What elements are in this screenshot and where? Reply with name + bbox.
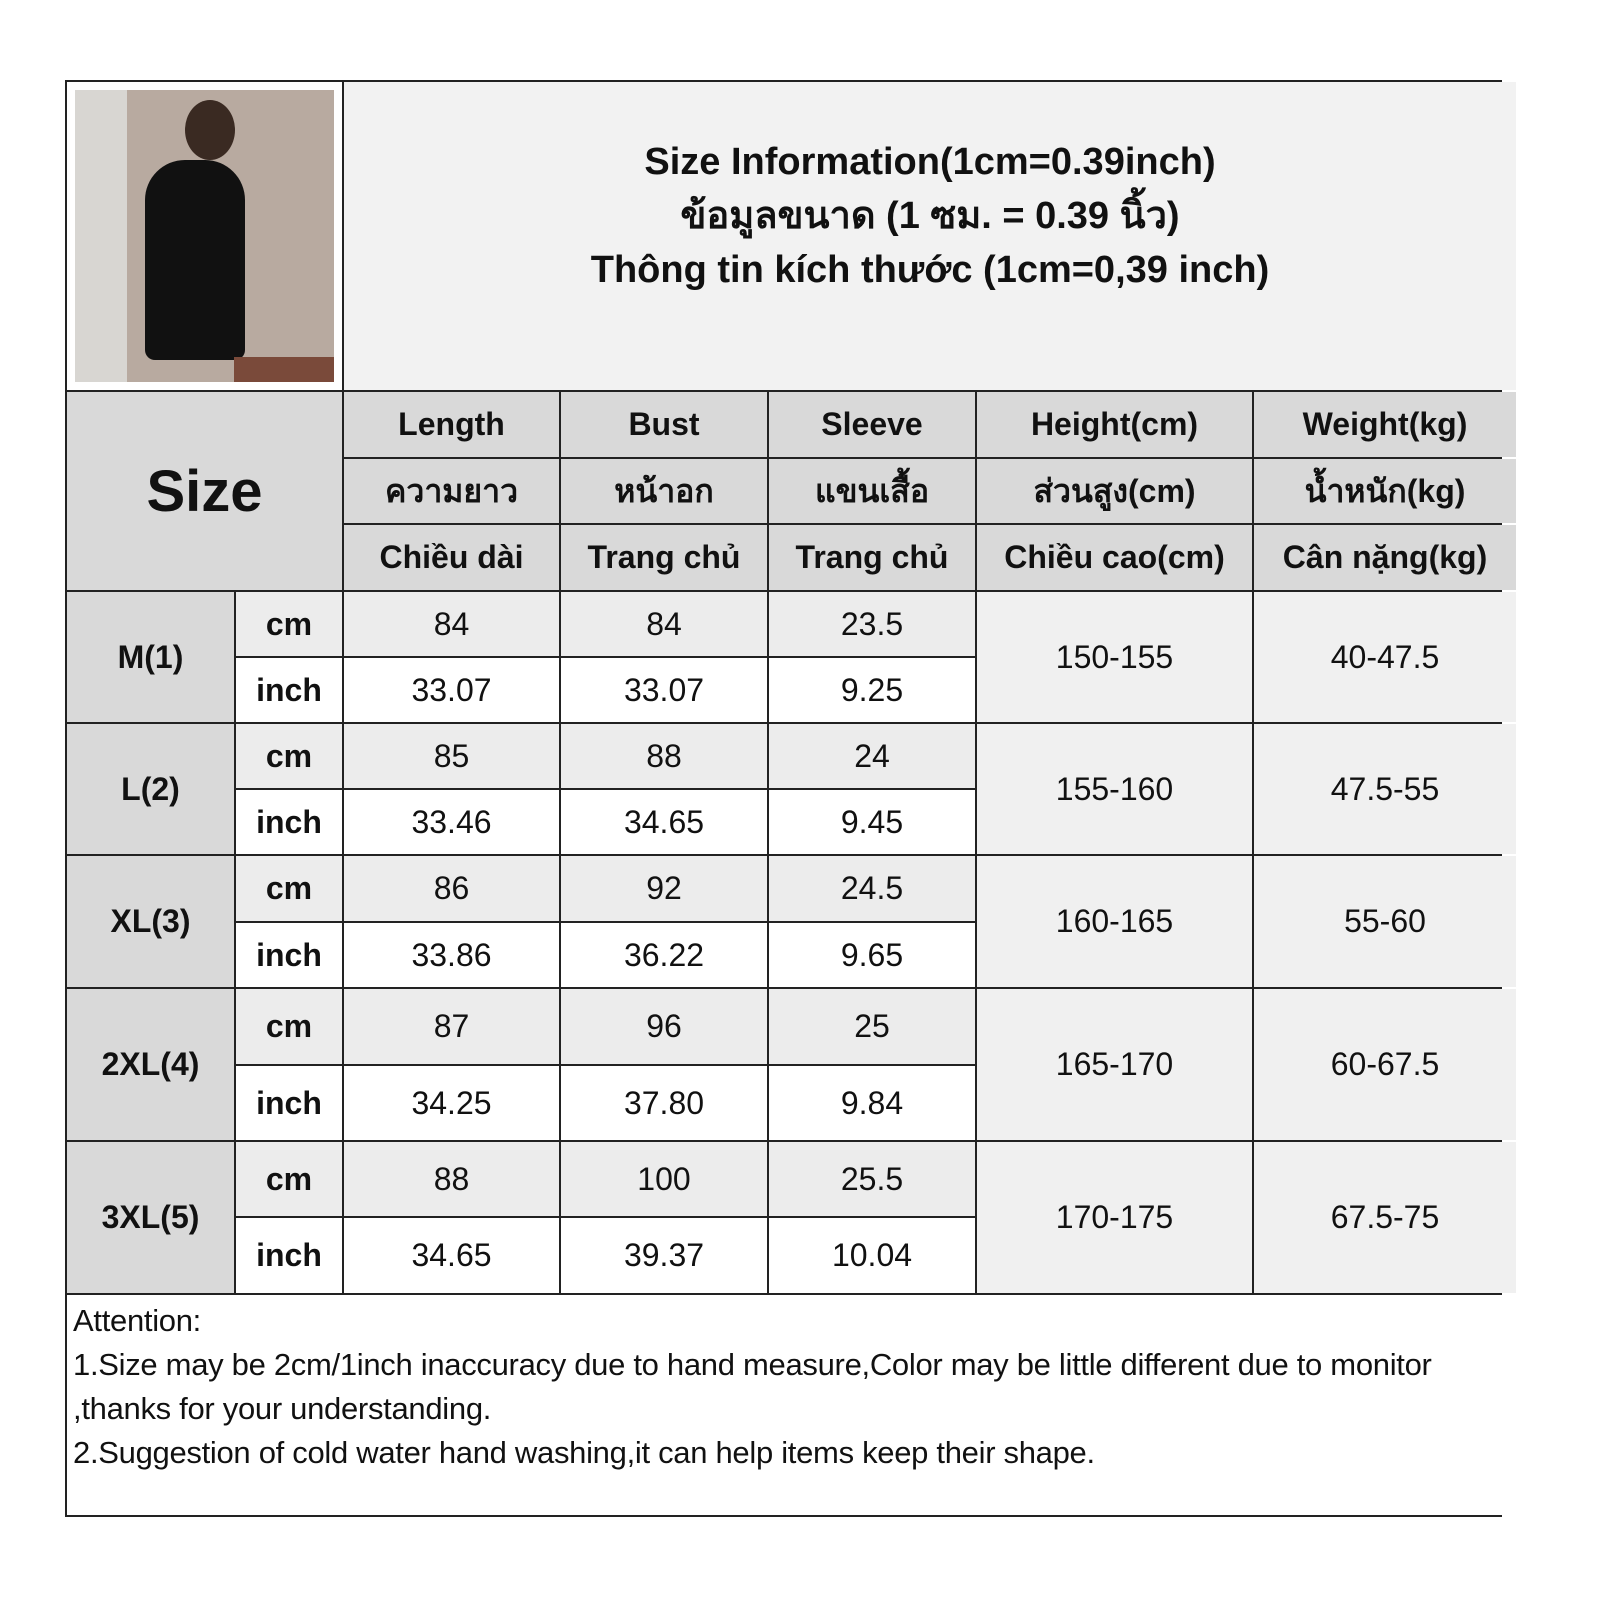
unit-inch: inch (236, 923, 342, 987)
column-header-vi: Chiều cao(cm) (977, 525, 1252, 590)
weight-range: 60-67.5 (1254, 989, 1516, 1140)
cell-cm-value: 25.5 (769, 1142, 975, 1216)
size-info-title: Size Information(1cm=0.39inch) ข้อมูลขนา… (344, 82, 1516, 390)
attention-note-1: 1.Size may be 2cm/1inch inaccuracy due t… (73, 1347, 1432, 1426)
column-header-th: น้ำหนัก(kg) (1254, 459, 1516, 523)
size-label: XL(3) (67, 856, 234, 987)
size-label: 3XL(5) (67, 1142, 234, 1293)
column-header-en: Height(cm) (977, 392, 1252, 457)
size-label: L(2) (67, 724, 234, 854)
size-label: M(1) (67, 592, 234, 722)
column-header-th: หน้าอก (561, 459, 767, 523)
unit-inch: inch (236, 658, 342, 722)
column-header-th: ความยาว (344, 459, 559, 523)
unit-cm: cm (236, 989, 342, 1064)
cell-cm-value: 92 (561, 856, 767, 921)
height-range: 165-170 (977, 989, 1252, 1140)
cell-inch-value: 34.25 (344, 1066, 559, 1140)
column-header-th: ส่วนสูง(cm) (977, 459, 1252, 523)
title-vietnamese: Thông tin kích thước (1cm=0,39 inch) (590, 249, 1270, 291)
column-header-en: Bust (561, 392, 767, 457)
column-header-en: Weight(kg) (1254, 392, 1516, 457)
cell-cm-value: 24 (769, 724, 975, 788)
unit-cm: cm (236, 724, 342, 788)
column-header-en: Length (344, 392, 559, 457)
cell-cm-value: 84 (344, 592, 559, 656)
title-thai: ข้อมูลขนาด (1 ซม. = 0.39 นิ้ว) (680, 195, 1180, 237)
column-header-vi: Chiều dài (344, 525, 559, 590)
cell-cm-value: 100 (561, 1142, 767, 1216)
unit-cm: cm (236, 592, 342, 656)
attention-note-2: 2.Suggestion of cold water hand washing,… (73, 1435, 1095, 1470)
cell-inch-value: 9.45 (769, 790, 975, 854)
unit-inch: inch (236, 1218, 342, 1293)
unit-cm: cm (236, 1142, 342, 1216)
column-header-en: Sleeve (769, 392, 975, 457)
size-label: 2XL(4) (67, 989, 234, 1140)
height-range: 150-155 (977, 592, 1252, 722)
height-range: 160-165 (977, 856, 1252, 987)
cell-cm-value: 84 (561, 592, 767, 656)
cell-inch-value: 33.07 (561, 658, 767, 722)
cell-inch-value: 37.80 (561, 1066, 767, 1140)
cell-cm-value: 24.5 (769, 856, 975, 921)
column-header-vi: Trang chủ (561, 525, 767, 590)
size-chart-table: Size Information(1cm=0.39inch) ข้อมูลขนา… (65, 80, 1516, 1517)
unit-inch: inch (236, 1066, 342, 1140)
cell-cm-value: 86 (344, 856, 559, 921)
cell-inch-value: 33.86 (344, 923, 559, 987)
height-range: 170-175 (977, 1142, 1252, 1293)
cell-inch-value: 9.65 (769, 923, 975, 987)
cell-cm-value: 25 (769, 989, 975, 1064)
cell-inch-value: 10.04 (769, 1218, 975, 1293)
column-header-vi: Trang chủ (769, 525, 975, 590)
cell-inch-value: 34.65 (344, 1218, 559, 1293)
attention-notes: Attention: 1.Size may be 2cm/1inch inacc… (67, 1295, 1516, 1515)
unit-cm: cm (236, 856, 342, 921)
weight-range: 40-47.5 (1254, 592, 1516, 722)
cell-cm-value: 96 (561, 989, 767, 1064)
cell-inch-value: 9.25 (769, 658, 975, 722)
title-english: Size Information(1cm=0.39inch) (644, 141, 1216, 183)
cell-cm-value: 88 (344, 1142, 559, 1216)
cell-inch-value: 34.65 (561, 790, 767, 854)
cell-inch-value: 39.37 (561, 1218, 767, 1293)
cell-inch-value: 36.22 (561, 923, 767, 987)
attention-heading: Attention: (73, 1303, 201, 1338)
column-header-th: แขนเสื้อ (769, 459, 975, 523)
cell-inch-value: 33.07 (344, 658, 559, 722)
cell-cm-value: 85 (344, 724, 559, 788)
weight-range: 55-60 (1254, 856, 1516, 987)
cell-cm-value: 88 (561, 724, 767, 788)
product-photo (67, 82, 342, 390)
cell-inch-value: 33.46 (344, 790, 559, 854)
column-header-vi: Cân nặng(kg) (1254, 525, 1516, 590)
cell-inch-value: 9.84 (769, 1066, 975, 1140)
weight-range: 67.5-75 (1254, 1142, 1516, 1293)
weight-range: 47.5-55 (1254, 724, 1516, 854)
unit-inch: inch (236, 790, 342, 854)
size-header: Size (67, 392, 342, 590)
height-range: 155-160 (977, 724, 1252, 854)
cell-cm-value: 87 (344, 989, 559, 1064)
cell-cm-value: 23.5 (769, 592, 975, 656)
